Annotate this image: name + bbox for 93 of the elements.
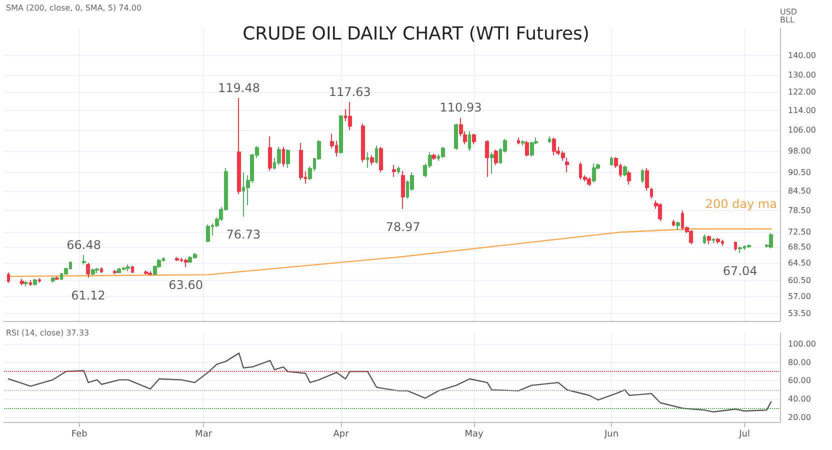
y-tick-label: 140.00 <box>788 50 816 60</box>
text: SMA (200, close, 0, SMA, 5) 74.00 <box>6 4 142 12</box>
y-tick-label: 78.50 <box>788 206 811 216</box>
candlestick <box>24 280 28 287</box>
y-tick-label: 53.50 <box>788 308 811 318</box>
candlestick <box>100 266 103 274</box>
y-tick-label: 114.00 <box>788 106 816 115</box>
annotation: 110.93 <box>440 100 482 115</box>
y-tick-label: 90.50 <box>788 168 811 177</box>
candlestick <box>703 234 706 244</box>
y-tick-label: 100.00 <box>788 340 816 349</box>
y-tick-label: 20.00 <box>788 412 811 422</box>
candlestick <box>33 278 37 286</box>
candlestick <box>175 256 179 262</box>
candlestick <box>627 170 631 185</box>
candlestick <box>490 152 494 174</box>
y-tick-label: 68.50 <box>788 242 811 252</box>
y-tick-label: 60.50 <box>788 276 811 285</box>
chart-title: CRUDE OIL DAILY CHART (WTI Futures) <box>242 24 590 44</box>
annotation: 67.04 <box>722 264 758 278</box>
candlestick <box>148 270 152 276</box>
y-tick-label: 40.00 <box>788 394 811 404</box>
candlestick <box>521 140 525 146</box>
candlestick <box>113 269 117 275</box>
annotation: 76.73 <box>226 228 261 242</box>
candlestick <box>441 146 445 158</box>
candlestick <box>658 202 662 222</box>
candlestick <box>650 187 653 200</box>
y-tick-label: 122.00 <box>788 88 816 97</box>
candlestick <box>689 230 693 245</box>
candlestick <box>672 219 675 227</box>
candlestick <box>468 130 471 152</box>
candlestick <box>494 149 498 166</box>
candlestick <box>592 163 596 183</box>
candlestick <box>610 156 613 166</box>
candlestick <box>51 276 55 284</box>
candlestick <box>623 165 627 177</box>
candlestick <box>86 262 90 278</box>
y-tick-label: 64.50 <box>788 258 811 268</box>
candlestick <box>548 136 551 144</box>
candlestick <box>82 254 86 265</box>
candlestick <box>738 246 742 254</box>
x-tick-label: Apr <box>333 430 350 440</box>
annotation: 78.97 <box>386 220 420 234</box>
annotation: 119.48 <box>218 80 260 95</box>
y-axis-title: USD BLL <box>780 8 798 24</box>
candlestick <box>747 244 751 248</box>
annotation: 63.60 <box>168 278 203 292</box>
annotation: 61.12 <box>71 288 106 303</box>
candlestick <box>55 276 59 280</box>
y-tick-label: 57.00 <box>788 292 811 301</box>
candlestick <box>734 241 737 252</box>
candlestick <box>29 279 32 286</box>
y-tick-label: 60.00 <box>788 376 811 386</box>
candlestick <box>7 272 10 284</box>
candlestick <box>707 235 711 245</box>
candlestick <box>472 133 476 145</box>
x-tick-label: Jun <box>603 430 619 440</box>
candlestick <box>20 278 24 286</box>
candlestick <box>676 221 680 230</box>
y-tick-label: 80.00 <box>788 358 811 367</box>
y-tick-label: 72.50 <box>788 227 811 236</box>
candlestick <box>131 265 134 274</box>
x-tick-label: Feb <box>71 430 88 440</box>
candlestick <box>712 238 715 244</box>
y-tick-label: 84.50 <box>788 186 811 196</box>
y-tick-label: 106.00 <box>788 125 816 134</box>
x-tick-label: Jul <box>738 430 750 440</box>
candlestick <box>91 268 95 276</box>
candlestick <box>587 176 591 187</box>
candlestick <box>552 137 556 156</box>
candlestick <box>530 141 534 158</box>
candlestick <box>517 137 520 145</box>
annotation: 117.63 <box>328 85 371 100</box>
candlestick <box>144 270 148 275</box>
annotation: RSI (14, close) 37.33 <box>6 328 90 338</box>
series-label: 200 day ma <box>705 196 777 211</box>
candlestick <box>38 278 41 284</box>
candlestick <box>716 237 720 244</box>
candlestick <box>525 140 529 158</box>
candlestick <box>565 157 569 173</box>
x-tick-label: Mar <box>195 430 212 440</box>
candlestick <box>184 258 188 268</box>
candlestick <box>126 264 130 272</box>
annotation: 66.48 <box>66 238 101 252</box>
candlestick <box>95 267 99 274</box>
candlestick <box>769 232 773 249</box>
x-tick-label: May <box>464 430 484 440</box>
y-tick-label: 130.00 <box>788 70 816 80</box>
candlestick <box>485 140 489 178</box>
candlestick <box>641 168 644 184</box>
candlestick <box>645 167 649 192</box>
y-tick-label: 98.00 <box>788 146 811 156</box>
